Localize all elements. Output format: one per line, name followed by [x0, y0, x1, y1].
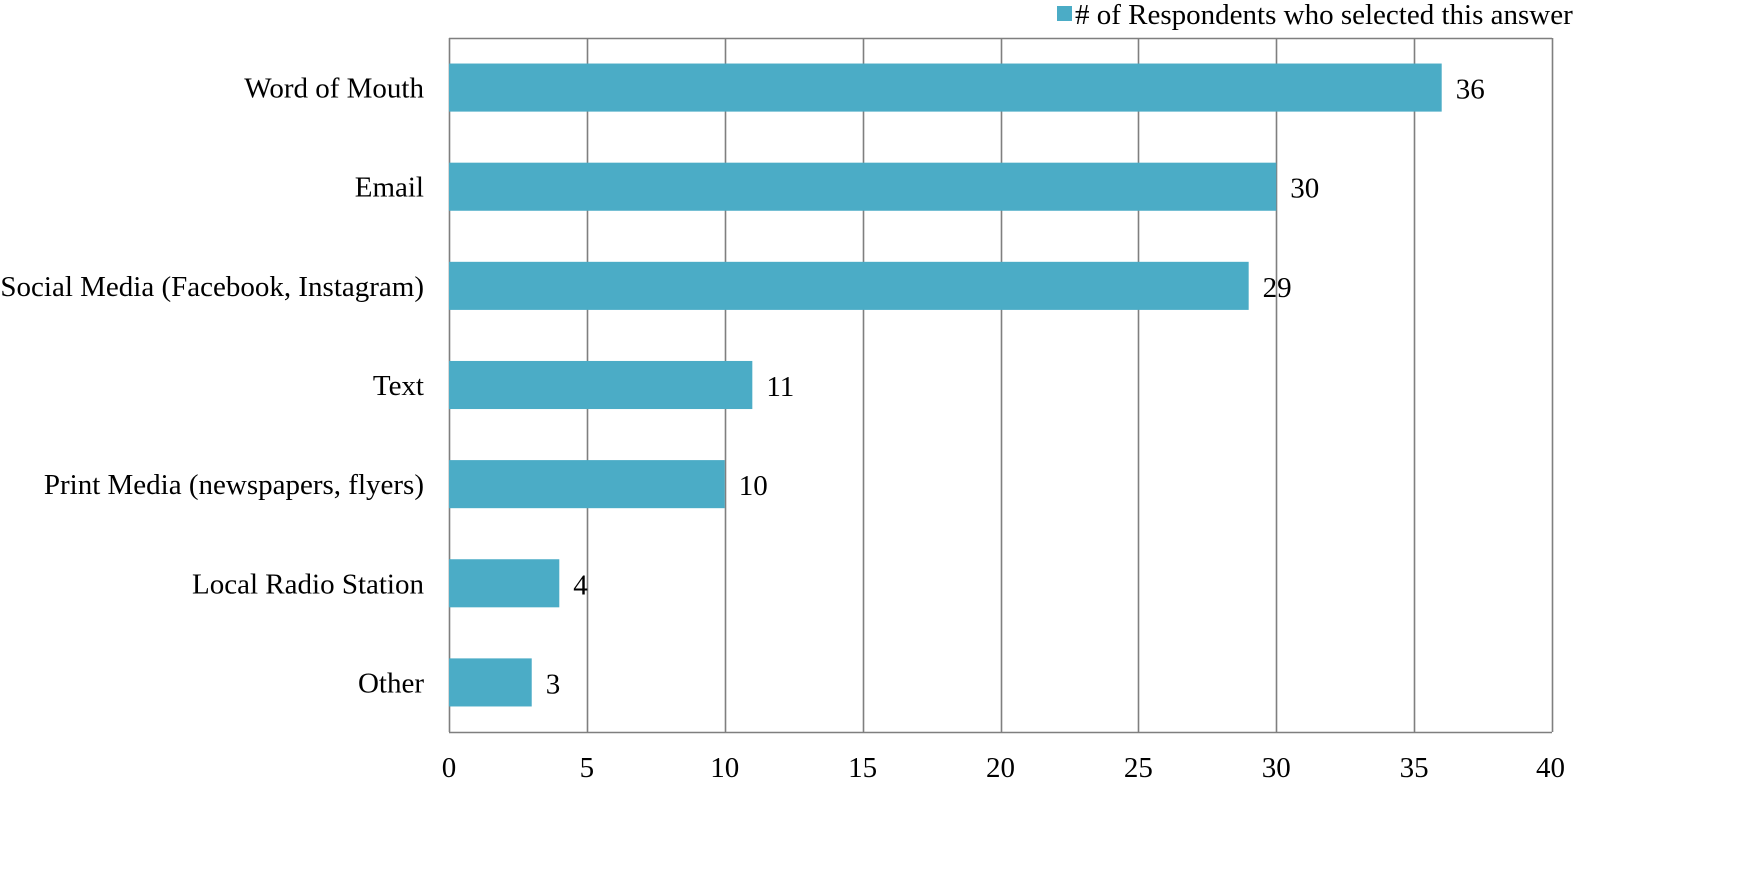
- category-label: Other: [358, 667, 424, 699]
- data-label: 30: [1290, 173, 1319, 205]
- data-label: 11: [766, 371, 794, 403]
- x-tick-label: 30: [1262, 752, 1291, 784]
- bar-2: [449, 261, 1249, 310]
- x-tick-label: 35: [1400, 752, 1429, 784]
- bar-3: [449, 360, 753, 410]
- category-label: Word of Mouth: [244, 73, 424, 105]
- category-labels: Word of Mouth Email Social Media (Facebook…: [0, 73, 424, 700]
- x-tick-label: 15: [848, 752, 877, 784]
- data-label: 4: [573, 569, 588, 601]
- x-tick-label: 20: [986, 752, 1015, 784]
- bar-1: [449, 162, 1277, 211]
- category-label: Social Media (Facebook, Instagram): [0, 271, 424, 303]
- x-tick-label: 25: [1124, 752, 1153, 784]
- x-tick-label: 5: [580, 752, 595, 784]
- x-tick-label: 10: [710, 752, 739, 784]
- bars: [449, 63, 1442, 707]
- bar-5: [449, 559, 560, 608]
- x-tick-label: 0: [442, 752, 457, 784]
- data-label: 36: [1456, 74, 1485, 106]
- grid-lines: [448, 37, 1554, 734]
- x-tick-label: 40: [1536, 752, 1565, 784]
- legend-swatch: [1057, 6, 1072, 21]
- category-label: Text: [373, 370, 424, 402]
- x-axis-tick-labels: 0 5 10 15 20 25 30 35 40: [442, 752, 1565, 784]
- category-label: Print Media (newspapers, flyers): [44, 469, 424, 501]
- legend-label: # of Respondents who selected this answe…: [1075, 0, 1573, 31]
- bar-0: [449, 63, 1442, 112]
- bar-4: [449, 460, 725, 509]
- data-label: 29: [1263, 272, 1292, 304]
- data-label: 3: [546, 668, 561, 700]
- data-labels: 36 30 29 11 10 4 3: [546, 74, 1485, 701]
- bar-6: [449, 658, 532, 707]
- legend: # of Respondents who selected this answe…: [1057, 0, 1573, 31]
- data-label: 10: [739, 470, 768, 502]
- category-label: Local Radio Station: [192, 568, 424, 600]
- category-label: Email: [355, 172, 424, 204]
